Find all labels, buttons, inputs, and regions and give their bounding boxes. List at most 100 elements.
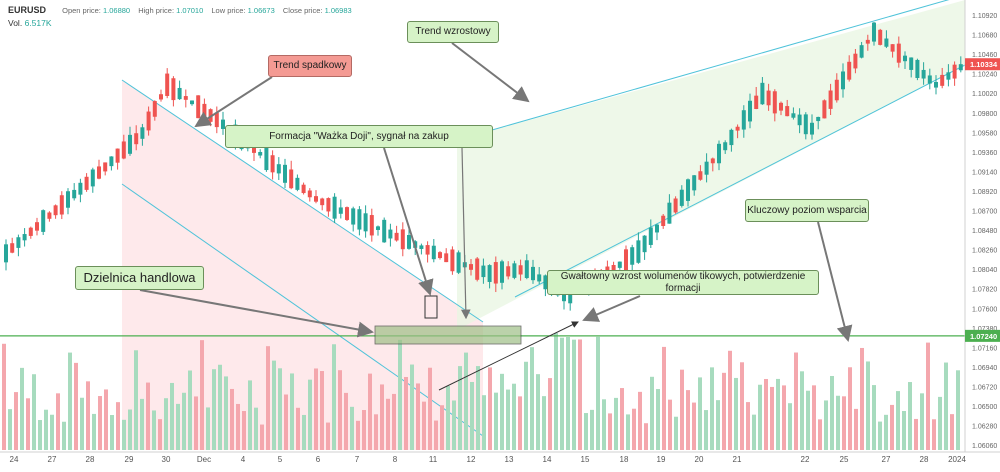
volume-bar	[470, 381, 474, 450]
candle-body	[617, 261, 622, 268]
candle	[500, 259, 504, 290]
candle	[878, 28, 883, 46]
candle-body	[853, 53, 858, 69]
candle-body	[667, 202, 672, 224]
candle-body	[4, 244, 8, 263]
candle-body	[810, 122, 814, 135]
volume-bar	[776, 378, 780, 450]
candle	[723, 140, 728, 154]
volume-bar	[350, 406, 354, 450]
candle	[748, 93, 752, 129]
candle-body	[934, 81, 938, 88]
candle-body	[121, 141, 126, 159]
volume-bar	[788, 403, 792, 450]
candle-body	[283, 164, 287, 183]
candle	[903, 51, 907, 70]
candle	[636, 232, 641, 264]
volume-bar	[440, 405, 444, 450]
volume-bar	[368, 373, 372, 450]
candle	[16, 234, 21, 257]
candle-body	[859, 45, 864, 58]
volume-bar	[740, 362, 744, 450]
candle-body	[909, 57, 914, 70]
candle-body	[16, 237, 21, 248]
volume-bar	[116, 402, 120, 450]
x-tick-label: 20	[695, 455, 704, 464]
volume-bar	[866, 361, 870, 450]
volume-bar	[68, 352, 72, 450]
candle-body	[698, 171, 703, 180]
y-tick-label: 1.08920	[972, 189, 997, 196]
volume-bar	[26, 398, 30, 450]
candle	[698, 165, 703, 181]
volume-bar	[620, 388, 624, 450]
candle	[704, 153, 709, 183]
candle-body	[59, 195, 64, 215]
candle	[444, 248, 449, 263]
volume-bar	[98, 396, 102, 450]
candle-body	[196, 95, 201, 119]
candle-body	[307, 190, 312, 198]
candle	[115, 148, 120, 170]
candle	[915, 58, 920, 81]
candle	[134, 125, 139, 151]
volume-bar	[296, 407, 300, 450]
volume-bar	[326, 422, 330, 450]
volume-bar	[320, 371, 324, 450]
volume-bar	[650, 376, 654, 450]
candle-body	[326, 198, 331, 212]
callout-trend-up: Trend wzrostowy	[407, 21, 499, 43]
candle	[121, 134, 126, 160]
arrow-doji	[383, 147, 434, 296]
candle	[438, 251, 442, 260]
candle-body	[78, 182, 83, 195]
candle-body	[692, 175, 697, 191]
y-tick-label: 1.09140	[972, 169, 997, 176]
candle	[667, 194, 672, 224]
volume-bar	[818, 419, 822, 450]
candle-body	[896, 43, 901, 63]
candle	[407, 229, 411, 250]
volume-bar	[2, 343, 6, 450]
candle	[22, 228, 27, 247]
candle	[884, 30, 889, 49]
high-label: High price:	[138, 6, 175, 15]
volume-bar	[290, 373, 294, 450]
callout-volume-surge: Gwałtowny wzrost wolumenów tikowych, pot…	[547, 270, 819, 295]
volume-bar	[50, 414, 54, 450]
x-tick-label: 27	[48, 455, 57, 464]
candle-body	[940, 74, 945, 86]
volume-bar	[770, 386, 774, 450]
candle	[456, 250, 461, 275]
candle-body	[921, 69, 926, 79]
candle-body	[884, 38, 889, 47]
volume-bar	[200, 340, 204, 450]
candle	[450, 246, 455, 275]
volume-bar	[38, 420, 42, 450]
volume-bar	[500, 373, 504, 450]
candle	[834, 73, 839, 103]
volume-bar	[476, 366, 480, 450]
candle	[958, 56, 963, 73]
y-tick-label: 1.07820	[972, 287, 997, 294]
x-tick-label: 8	[393, 455, 398, 464]
candle	[128, 126, 132, 156]
volume-bar	[716, 400, 720, 450]
volume-bar	[152, 410, 156, 450]
candle	[865, 34, 870, 51]
candle-body	[518, 265, 523, 275]
volume-bar	[734, 377, 738, 450]
volume-bar	[758, 384, 762, 450]
candle-body	[772, 91, 777, 114]
candle-body	[90, 169, 95, 187]
candle-body	[506, 266, 511, 277]
y-tick-label: 1.09360	[972, 150, 997, 157]
volume-bar	[530, 347, 534, 450]
volume-bar	[236, 403, 240, 450]
candle	[183, 89, 188, 108]
volume-bar	[164, 398, 168, 450]
volume-bar	[926, 342, 930, 450]
volume-bar	[170, 382, 174, 450]
arrow-doji-2	[461, 147, 471, 320]
